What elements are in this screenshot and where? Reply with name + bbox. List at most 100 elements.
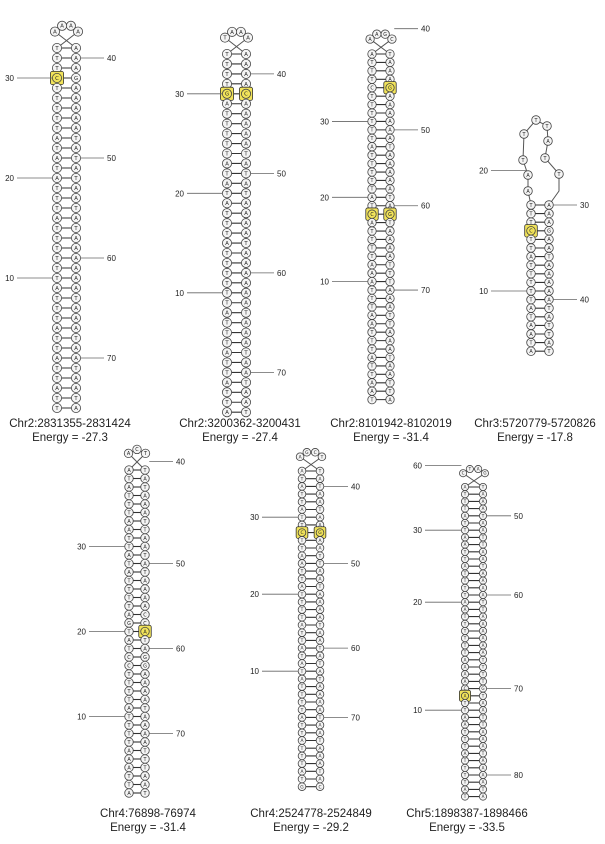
position-label: 50	[107, 154, 116, 163]
nucleotide-letter: T	[54, 96, 59, 102]
nucleotide-letter: T	[481, 607, 485, 612]
nucleotide	[52, 342, 63, 353]
nucleotide-letter: A	[55, 216, 59, 222]
nucleotide	[295, 452, 305, 462]
nucleotide	[52, 43, 63, 54]
nucleotide	[221, 377, 232, 388]
nucleotide-letter: A	[526, 173, 530, 179]
nucleotide	[240, 118, 251, 129]
nucleotide	[459, 469, 468, 478]
nucleotide-letter: T	[463, 708, 467, 713]
nucleotide-letter: A	[143, 782, 147, 788]
nucleotide-letter: G	[481, 686, 484, 691]
nucleotide-letter: A	[547, 272, 551, 278]
nucleotide-letter: A	[244, 72, 248, 78]
nucleotide	[57, 20, 68, 31]
energy-label: Energy = -17.8	[497, 432, 573, 444]
nucleotide	[540, 153, 550, 163]
nucleotide-letter: T	[370, 119, 374, 125]
nucleotide-letter: C	[462, 471, 465, 476]
nucleotide-letter: T	[463, 571, 467, 576]
nucleotide-letter: A	[55, 386, 59, 392]
nucleotide-letter: C	[300, 530, 303, 536]
nucleotide-letter: A	[464, 600, 467, 605]
nucleotide-letter: A	[143, 774, 147, 780]
nucleotide-letter: A	[464, 693, 467, 698]
nucleotide	[71, 113, 82, 124]
nucleotide	[240, 367, 251, 378]
nucleotide-letter: A	[388, 102, 392, 108]
nucleotide	[221, 208, 232, 219]
nucleotide-letter: T	[224, 211, 229, 217]
nucleotide-letter: T	[318, 469, 322, 475]
nucleotide-letter: A	[143, 561, 147, 567]
nucleotide-letter: T	[127, 740, 131, 746]
nucleotide-letter: C	[143, 612, 147, 618]
position-label: 60	[421, 202, 430, 211]
nucleotide-letter: A	[143, 604, 147, 610]
nucleotide-letter: A	[143, 595, 147, 601]
nucleotide	[71, 322, 82, 333]
nucleotide	[523, 170, 533, 180]
nucleotide-letter: T	[54, 306, 59, 312]
nucleotide-letter: A	[244, 370, 248, 376]
nucleotide-letter: T	[54, 196, 59, 202]
nucleotide-letter: T	[300, 523, 304, 529]
nucleotide-letter: A	[74, 46, 78, 52]
nucleotide-letter: T	[300, 746, 304, 752]
nucleotide-letter: A	[388, 161, 392, 167]
nucleotide	[52, 123, 63, 134]
nucleotide-letter: A	[547, 289, 551, 295]
nucleotide-letter: A	[482, 650, 485, 655]
nucleotide-letter: T	[388, 355, 392, 361]
nucleotide-letter: T	[127, 646, 131, 652]
nucleotide-letter: T	[224, 291, 229, 297]
position-label: 30	[5, 74, 14, 83]
nucleotide-letter: A	[388, 94, 392, 100]
nucleotide-letter: T	[370, 364, 374, 370]
nucleotide-letter: A	[318, 476, 321, 482]
nucleotide	[221, 337, 232, 348]
nucleotide-letter: A	[464, 672, 467, 677]
nucleotide-letter: T	[54, 166, 59, 172]
nucleotide-letter: T	[224, 390, 229, 396]
nucleotide	[310, 448, 320, 457]
nucleotide-letter: A	[55, 136, 59, 142]
nucleotide	[465, 465, 474, 474]
nucleotide-letter: T	[463, 499, 467, 504]
nucleotide-letter: T	[318, 769, 322, 775]
nucleotide-letter: G	[383, 32, 387, 38]
nucleotide-letter: C	[244, 92, 248, 98]
position-label: 40	[277, 70, 286, 79]
nucleotide	[52, 322, 63, 333]
position-label: 10	[5, 274, 14, 283]
nucleotide	[71, 93, 82, 104]
nucleotide-letter: T	[370, 347, 374, 353]
nucleotide-letter: T	[224, 52, 229, 58]
nucleotide-letter: T	[463, 593, 467, 598]
nucleotide-letter: A	[74, 196, 78, 202]
nucleotide-letter: T	[224, 281, 229, 287]
nucleotide-letter: T	[224, 132, 229, 138]
nucleotide-letter: T	[300, 692, 304, 698]
nucleotide-letter: A	[464, 607, 467, 612]
nucleotide-letter: T	[143, 485, 147, 491]
nucleotide	[478, 792, 487, 801]
nucleotide	[240, 238, 251, 249]
nucleotide-letter: A	[318, 723, 321, 729]
nucleotide-letter: A	[388, 347, 392, 353]
nucleotide-letter: T	[529, 340, 533, 346]
nucleotide	[52, 302, 63, 313]
nucleotide-letter: T	[388, 145, 392, 151]
nucleotide-letter: A	[244, 301, 248, 307]
position-label: 30	[580, 201, 589, 210]
nucleotide-letter: T	[318, 561, 322, 567]
nucleotide-letter: T	[300, 723, 304, 729]
nucleotide-letter: A	[547, 246, 551, 252]
nucleotide	[221, 49, 232, 60]
nucleotide	[221, 98, 232, 109]
nucleotide	[317, 452, 327, 462]
nucleotide	[221, 307, 232, 318]
